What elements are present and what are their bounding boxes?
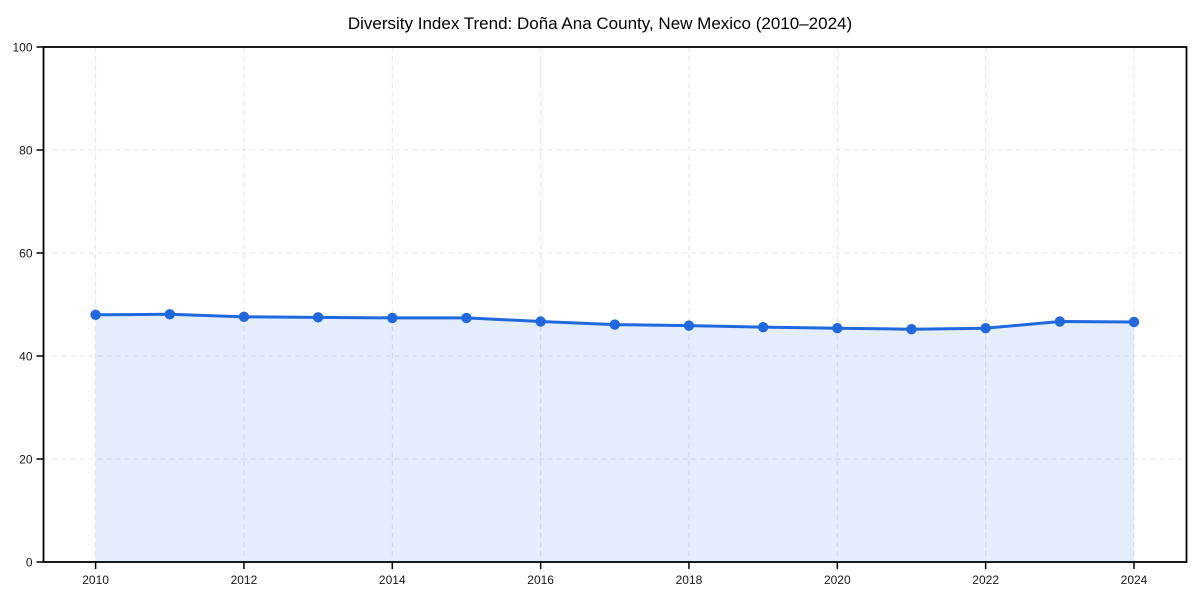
data-point-2022: [980, 322, 991, 334]
data-point-2018: [683, 320, 695, 331]
x-tick-label: 2010: [82, 573, 109, 587]
data-point-2021: [906, 324, 917, 335]
data-point-2019: [757, 321, 769, 333]
x-tick-label: 2020: [824, 573, 851, 587]
data-point-2020: [832, 322, 843, 334]
data-point-2010: [90, 309, 101, 320]
area-fill: [95, 314, 1135, 562]
data-point-2011: [164, 309, 175, 320]
data-point-2024: [1128, 316, 1140, 328]
chart-title: Diversity Index Trend: Doña Ana County, …: [347, 14, 853, 33]
x-tick-label: 2022: [972, 573, 999, 587]
data-point-2013: [312, 312, 324, 323]
plot-border: [42, 46, 1188, 563]
data-point-2023: [1054, 316, 1066, 327]
x-tick-label: 2014: [379, 573, 406, 587]
x-tick-label: 2016: [527, 573, 554, 587]
y-tick-label: 60: [19, 247, 33, 261]
y-tick-label: 20: [19, 453, 33, 467]
data-point-2012: [238, 311, 250, 323]
x-tick-label: 2012: [231, 573, 258, 587]
y-tick-label: 100: [12, 41, 32, 55]
x-tick-label: 2024: [1121, 573, 1148, 587]
y-tick-label: 0: [26, 556, 33, 570]
y-tick-label: 40: [19, 350, 33, 364]
data-point-2017: [609, 319, 620, 330]
x-tick-label: 2018: [676, 573, 703, 587]
y-tick-label: 80: [19, 144, 33, 158]
data-point-2014: [387, 312, 398, 324]
data-point-2016: [535, 316, 546, 327]
data-point-2015: [461, 312, 472, 324]
